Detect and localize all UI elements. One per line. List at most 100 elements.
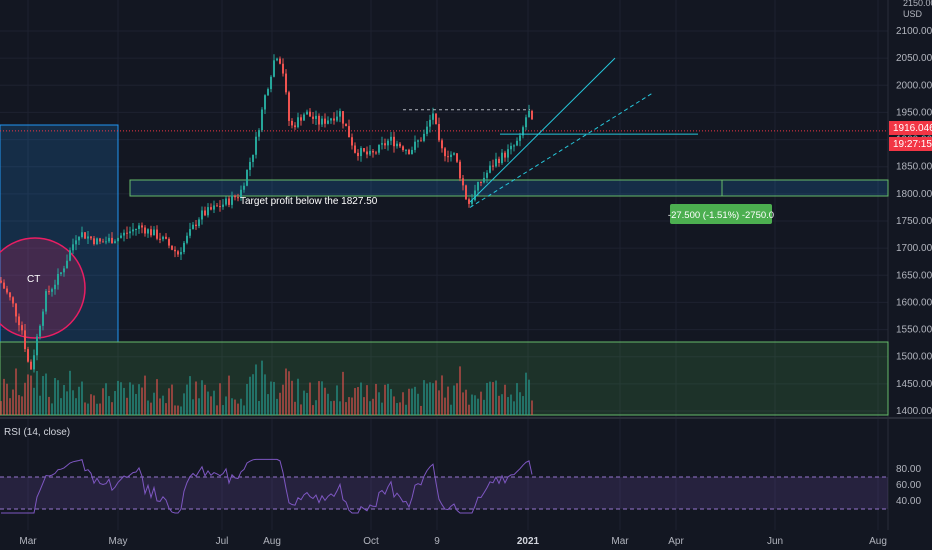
volume-bar	[228, 375, 230, 415]
candle-body	[138, 225, 140, 229]
annotation-zones	[0, 124, 889, 416]
volume-bar	[132, 384, 134, 415]
volume-bar	[90, 394, 92, 415]
volume-bar	[486, 382, 488, 415]
volume-bar	[165, 403, 167, 415]
price-tick: 1400.000	[896, 406, 932, 417]
volume-bar	[393, 396, 395, 415]
candle-body	[504, 152, 506, 158]
volume-bar	[465, 389, 467, 415]
candle-body	[159, 238, 161, 240]
candle-body	[351, 137, 353, 146]
volume-bar	[528, 379, 530, 415]
volume-bar	[504, 384, 506, 415]
volume-bar	[294, 401, 296, 415]
candle-body	[99, 238, 101, 242]
price-tick: 1850.000	[896, 162, 932, 173]
volume-bar	[48, 396, 50, 415]
candle-body	[213, 205, 215, 210]
candle-body	[165, 236, 167, 239]
volume-bar	[162, 395, 164, 415]
volume-bar	[159, 398, 161, 415]
volume-bar	[141, 387, 143, 415]
candle-body	[300, 117, 302, 121]
candle-body	[144, 227, 146, 234]
volume-bar	[360, 382, 362, 415]
volume-bar	[81, 381, 83, 415]
candle-body	[291, 120, 293, 126]
candle-body	[372, 150, 374, 153]
volume-bar	[78, 386, 80, 415]
volume-bar	[147, 400, 149, 415]
volume-bar	[333, 400, 335, 415]
price-tick: 1600.000	[896, 297, 932, 308]
rsi-label: RSI (14, close)	[4, 427, 71, 438]
candle-body	[96, 238, 98, 245]
volume-bar	[525, 372, 527, 415]
candle-body	[423, 133, 425, 141]
volume-bar	[288, 371, 290, 415]
candle-body	[102, 241, 104, 243]
candle-body	[111, 237, 113, 244]
candle-body	[426, 126, 428, 134]
time-tick: Mar	[19, 536, 37, 547]
countdown-badge	[889, 137, 932, 151]
price-tick: 2000.000	[896, 80, 932, 91]
candle-body	[387, 140, 389, 146]
volume-bar	[507, 397, 509, 415]
volume-bar	[519, 392, 521, 415]
candle-body	[69, 250, 71, 261]
volume-bar	[390, 389, 392, 415]
volume-bar	[213, 390, 215, 415]
currency-label: USD	[903, 9, 923, 19]
candle-body	[135, 228, 137, 230]
candle-body	[528, 110, 530, 118]
volume-bar	[72, 390, 74, 415]
candle-body	[294, 125, 296, 128]
candle-body	[462, 178, 464, 186]
time-tick: May	[109, 536, 128, 547]
volume-bar	[18, 395, 20, 415]
volume-bar	[366, 385, 368, 415]
volume-bar	[99, 403, 101, 415]
volume-bar	[192, 399, 194, 415]
volume-bar	[321, 381, 323, 415]
candle-body	[489, 165, 491, 173]
volume-bar	[21, 396, 23, 415]
time-tick: Jul	[216, 536, 229, 547]
volume-bar	[177, 405, 179, 415]
candle-body	[198, 219, 200, 227]
drawing-tools[interactable]	[403, 57, 698, 208]
candle-body	[288, 92, 290, 121]
highlight-circle	[0, 237, 86, 339]
volume-bar	[420, 405, 422, 415]
candle-body	[192, 224, 194, 230]
volume-bar	[492, 382, 494, 415]
volume-bar	[120, 382, 122, 415]
candle-body	[57, 274, 59, 285]
candle-body	[441, 140, 443, 149]
candle-body	[369, 150, 371, 155]
volume-bar	[369, 401, 371, 415]
volume-bar	[384, 384, 386, 415]
volume-bar	[186, 384, 188, 415]
volume-bar	[282, 384, 284, 415]
volume-bar	[246, 383, 248, 415]
volume-bar	[480, 391, 482, 415]
candle-body	[48, 291, 50, 293]
volume-bar	[39, 395, 41, 415]
candle-body	[330, 118, 332, 121]
candle-body	[162, 236, 164, 240]
candle-body	[381, 143, 383, 145]
candle-body	[501, 152, 503, 164]
volume-bar	[36, 370, 38, 415]
volume-bar	[63, 385, 65, 415]
candle-body	[444, 148, 446, 157]
volume-bar	[327, 393, 329, 415]
candle-body	[282, 63, 284, 74]
volume-bar	[222, 405, 224, 415]
candle-body	[270, 76, 272, 90]
candle-body	[375, 152, 377, 154]
candle-body	[108, 237, 110, 242]
